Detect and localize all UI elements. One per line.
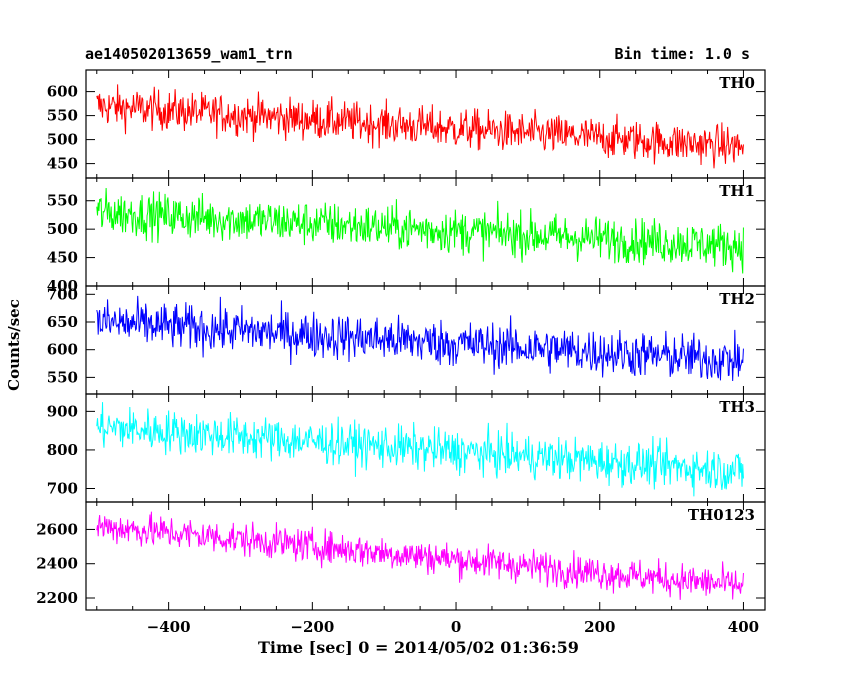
y-tick-label: 550 xyxy=(47,107,78,125)
series-label-th1: TH1 xyxy=(719,182,755,200)
y-tick-label: 600 xyxy=(47,83,78,101)
y-tick-label: 450 xyxy=(47,249,78,267)
series-label-th3: TH3 xyxy=(719,398,755,416)
panel-frame xyxy=(85,285,766,395)
panel-th3: 700 800 900 TH3 xyxy=(47,393,766,503)
y-tick-label: 2400 xyxy=(36,555,78,573)
y-tick-label: 600 xyxy=(47,341,78,359)
x-axis-title: Time [sec] 0 = 2014/05/02 01:36:59 xyxy=(258,638,579,657)
panel-th2: 550 600 650 700 TH2 xyxy=(47,285,766,395)
series-label-th0123: TH0123 xyxy=(688,506,755,524)
y-tick-label: 550 xyxy=(47,192,78,210)
x-tick-label: 400 xyxy=(728,618,759,636)
series-line-th2 xyxy=(96,295,744,381)
y-tick-label: 2600 xyxy=(36,520,78,538)
bin-time-label: Bin time: 1.0 s xyxy=(614,45,750,63)
panel-frame xyxy=(85,501,766,611)
series-label-th0: TH0 xyxy=(719,74,755,92)
panel-frame xyxy=(85,393,766,503)
y-tick-label: 500 xyxy=(47,220,78,238)
y-tick-label: 700 xyxy=(47,480,78,498)
panel-th0123: 2200 2400 2600 TH0123 xyxy=(36,501,766,611)
panel-th1: 400 450 500 550 TH1 xyxy=(47,177,766,295)
y-axis-title: Counts/sec xyxy=(5,299,23,391)
y-tick-label: 400 xyxy=(47,277,78,295)
series-line-th0123 xyxy=(96,511,744,600)
y-tick-label: 900 xyxy=(47,402,78,420)
y-tick-label: 450 xyxy=(47,155,78,173)
x-tick-label: −200 xyxy=(290,618,334,636)
y-tick-label: 650 xyxy=(47,313,78,331)
y-tick-label: 700 xyxy=(47,285,78,303)
y-tick-label: 2200 xyxy=(36,589,78,607)
x-tick-label: −400 xyxy=(147,618,191,636)
series-line-th1 xyxy=(96,187,744,274)
y-tick-label: 500 xyxy=(47,131,78,149)
panel-th0: 450 500 550 600 TH0 xyxy=(47,69,766,179)
series-label-th2: TH2 xyxy=(719,290,755,308)
x-tick-label: 200 xyxy=(584,618,615,636)
series-line-th3 xyxy=(96,402,744,497)
x-tick-label: 0 xyxy=(451,618,461,636)
y-tick-label: 550 xyxy=(47,368,78,386)
y-tick-label: 800 xyxy=(47,441,78,459)
series-line-th0 xyxy=(96,84,744,169)
plot-title: ae140502013659_wam1_trn xyxy=(85,45,293,63)
